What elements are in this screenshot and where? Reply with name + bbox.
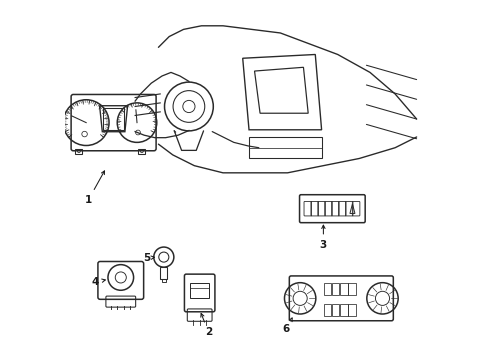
Bar xyxy=(190,283,209,298)
Bar xyxy=(340,304,347,316)
Bar xyxy=(348,304,355,316)
Text: 2: 2 xyxy=(201,314,212,337)
Text: 3: 3 xyxy=(319,225,326,249)
Bar xyxy=(162,279,165,282)
Text: 4: 4 xyxy=(91,277,105,287)
Bar xyxy=(324,283,330,295)
Text: 6: 6 xyxy=(282,318,292,334)
Text: 5: 5 xyxy=(143,253,154,263)
Bar xyxy=(138,149,145,154)
Bar xyxy=(340,283,347,295)
Text: 1: 1 xyxy=(85,171,104,205)
Bar xyxy=(331,283,339,295)
Bar xyxy=(160,267,167,279)
Bar xyxy=(75,149,82,154)
Bar xyxy=(348,283,355,295)
Bar xyxy=(103,108,123,130)
Bar xyxy=(331,304,339,316)
Bar xyxy=(324,304,330,316)
